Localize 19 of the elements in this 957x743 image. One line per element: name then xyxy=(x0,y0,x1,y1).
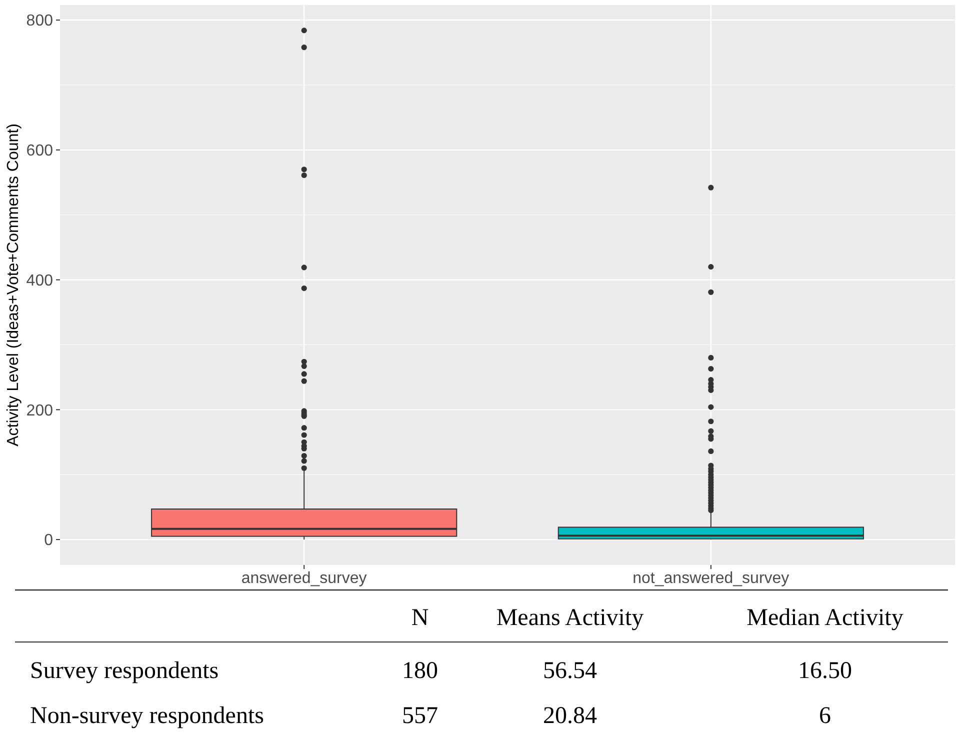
text: 180 xyxy=(402,658,438,684)
y-axis-title: Activity Level (Ideas+Vote+Comments Count) xyxy=(5,124,22,446)
y-tick-label: 0 xyxy=(44,532,54,550)
text: 56.54 xyxy=(543,658,597,684)
y-tick-label: 400 xyxy=(26,272,54,290)
text: 6 xyxy=(819,703,831,729)
y-tick-label: 200 xyxy=(26,402,54,420)
x-tick-label: not_answered_survey xyxy=(632,570,790,587)
y-tick-label: 800 xyxy=(26,12,54,30)
text: 557 xyxy=(402,703,438,729)
text: Means Activity xyxy=(496,605,644,631)
text: Non-survey respondents xyxy=(30,703,264,729)
text: Survey respondents xyxy=(30,658,219,684)
text: Median Activity xyxy=(746,605,904,631)
x-tick-label: answered_survey xyxy=(241,570,367,587)
y-tick-label: 600 xyxy=(26,142,54,160)
text: N xyxy=(411,605,429,631)
text: 20.84 xyxy=(543,703,597,729)
text: 16.50 xyxy=(798,658,852,684)
